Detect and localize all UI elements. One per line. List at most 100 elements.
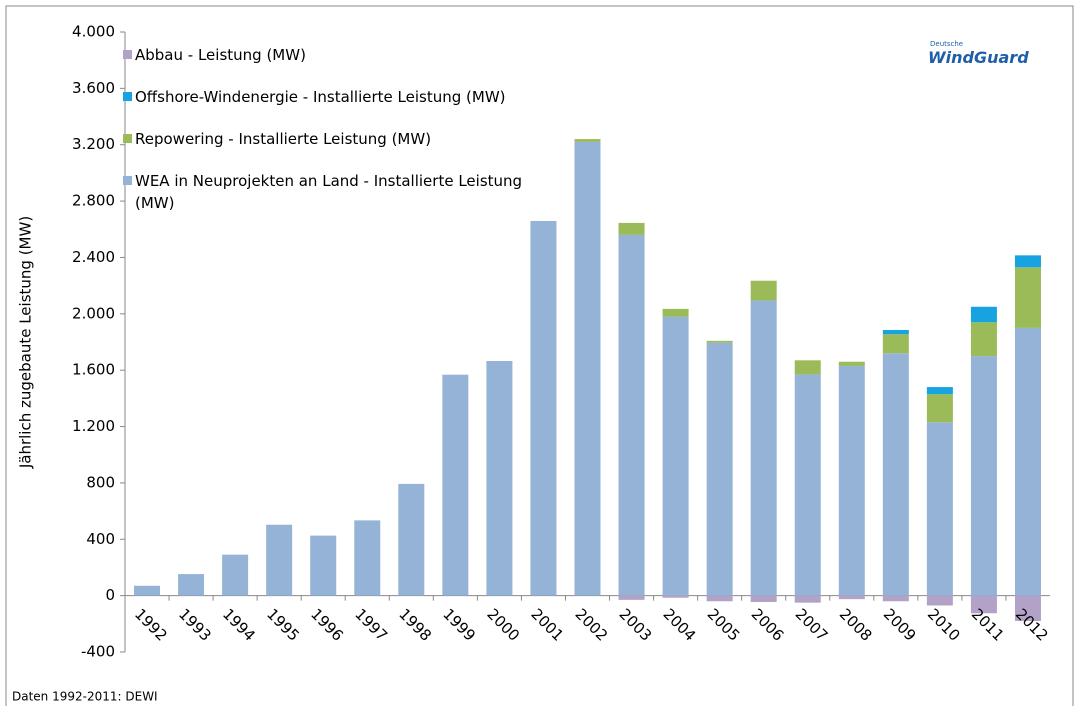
bar-segment	[706, 342, 733, 596]
bar-segment	[486, 361, 513, 596]
bar-segment	[838, 365, 865, 596]
bar-segment	[706, 595, 733, 602]
legend-swatch	[123, 176, 132, 185]
y-tick-label: 0	[105, 586, 115, 604]
bar-segment	[882, 334, 909, 354]
bar-segment	[706, 340, 733, 343]
bar-segment	[926, 595, 953, 606]
bar-segment	[662, 308, 689, 317]
bar-segment	[662, 595, 689, 598]
bar-segment	[970, 306, 997, 323]
bar-segment	[222, 554, 249, 596]
y-tick-label: -400	[81, 643, 115, 661]
x-tick-label: 2005	[704, 605, 744, 645]
y-tick-label: 1.200	[72, 417, 115, 435]
legend-item: Abbau - Leistung (MW)	[123, 44, 593, 66]
bar-segment	[926, 394, 953, 423]
x-tick-label: 2010	[924, 605, 964, 645]
x-tick-label: 2009	[880, 605, 920, 645]
x-tick-label: 2012	[1012, 605, 1052, 645]
y-tick-label: 2.800	[72, 192, 115, 210]
x-tick-label: 1994	[219, 605, 259, 645]
bar-segment	[750, 595, 777, 602]
bar-segment	[794, 595, 821, 603]
legend-swatch	[123, 92, 132, 101]
bar-segment	[882, 330, 909, 335]
x-tick-label: 2011	[968, 605, 1008, 645]
x-tick-label: 2002	[571, 605, 611, 645]
bar-segment	[926, 422, 953, 596]
legend-item: WEA in Neuprojekten an Land - Installier…	[123, 170, 593, 214]
y-tick-label: 3.600	[72, 79, 115, 97]
bar-segment	[618, 222, 645, 235]
bar-segment	[398, 483, 425, 596]
chart-border	[5, 5, 1074, 706]
legend-label: WEA in Neuprojekten an Land - Installier…	[135, 172, 523, 212]
y-axis-label: Jährlich zugebaute Leistung (MW)	[17, 216, 35, 469]
bar-segment	[926, 387, 953, 395]
bar-segment	[178, 574, 205, 596]
y-tick-label: 800	[86, 473, 115, 491]
legend-item: Repowering - Installierte Leistung (MW)	[123, 128, 593, 150]
bar-segment	[618, 234, 645, 596]
x-tick-label: 2006	[748, 605, 788, 645]
x-tick-label: 2001	[527, 605, 567, 645]
bar-segment	[882, 595, 909, 602]
bar-segment	[442, 374, 469, 596]
legend-item: Offshore-Windenergie - Installierte Leis…	[123, 86, 593, 108]
bar-segment	[1014, 327, 1041, 596]
legend-label: Abbau - Leistung (MW)	[135, 46, 306, 64]
source-note: Daten 1992-2011: DEWI	[12, 690, 158, 704]
bar-segment	[574, 139, 601, 142]
y-tick-label: 1.600	[72, 361, 115, 379]
bar-segment	[618, 595, 645, 600]
x-tick-label: 1996	[307, 605, 347, 645]
bar-segment	[266, 524, 293, 596]
x-tick-label: 2008	[836, 605, 876, 645]
logo-top: Deutsche	[930, 40, 964, 48]
bar-segment	[970, 322, 997, 357]
bar-segment	[134, 585, 161, 596]
legend-swatch	[123, 134, 132, 143]
bar-segment	[838, 595, 865, 600]
x-tick-label: 1993	[175, 605, 215, 645]
x-tick-label: 2000	[483, 605, 523, 645]
bar-segment	[970, 356, 997, 596]
x-tick-label: 1992	[131, 605, 171, 645]
bar-segment	[750, 280, 777, 301]
x-tick-label: 2004	[660, 605, 700, 645]
bar-segment	[970, 595, 997, 614]
logo: Deutsche WindGuard	[928, 40, 1029, 67]
x-tick-label: 2007	[792, 605, 832, 645]
y-tick-label: 4.000	[72, 23, 115, 41]
logo-main: WindGuard	[928, 48, 1029, 67]
y-tick-label: 400	[86, 530, 115, 548]
x-tick-label: 2003	[616, 605, 656, 645]
legend: Abbau - Leistung (MW) Offshore-Windenergi…	[123, 44, 593, 234]
bar-segment	[794, 374, 821, 596]
bar-segment	[1014, 267, 1041, 328]
x-tick-label: 1997	[351, 605, 391, 645]
y-tick-label: 2.000	[72, 304, 115, 322]
legend-label: Repowering - Installierte Leistung (MW)	[135, 130, 432, 148]
bar-segment	[838, 361, 865, 366]
x-tick-label: 1998	[395, 605, 435, 645]
y-tick-label: 2.400	[72, 248, 115, 266]
bar-segment	[750, 300, 777, 596]
bar-segment	[794, 360, 821, 375]
bar-segment	[1014, 255, 1041, 268]
bar-segment	[574, 141, 601, 596]
bar-segment	[882, 353, 909, 596]
bar-segment	[354, 520, 381, 596]
legend-swatch	[123, 50, 132, 59]
bar-segment	[530, 220, 557, 596]
bar-segment	[310, 535, 337, 596]
bar-segment	[662, 316, 689, 596]
legend-label: Offshore-Windenergie - Installierte Leis…	[135, 88, 506, 106]
x-tick-label: 1999	[439, 605, 479, 645]
y-tick-label: 3.200	[72, 135, 115, 153]
bar-segment	[1014, 595, 1041, 621]
x-tick-label: 1995	[263, 605, 303, 645]
